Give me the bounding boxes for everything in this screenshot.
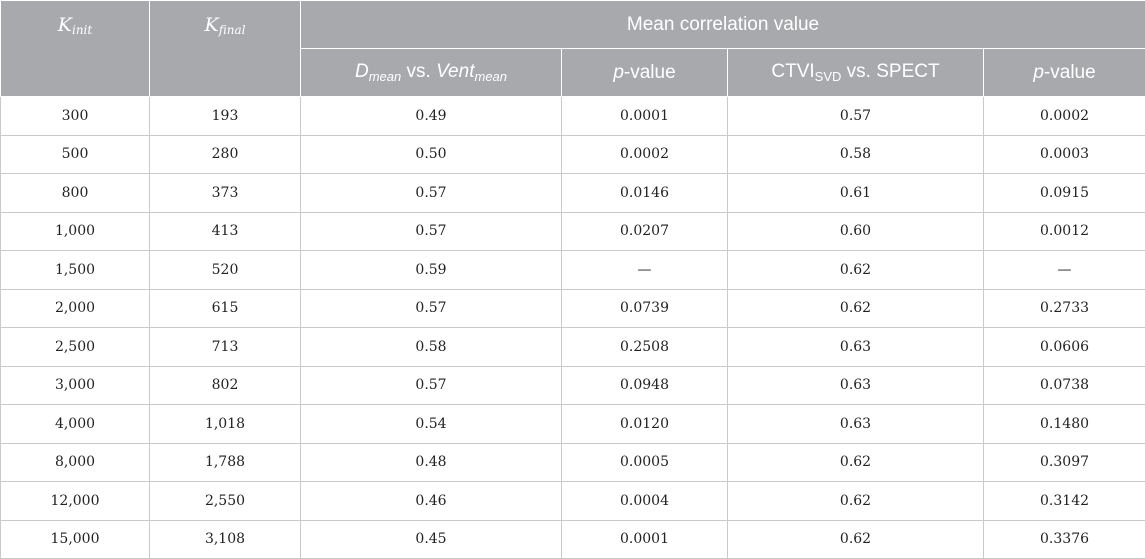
header-dmean-vs-ventmean: Dmean vs. Ventmean (301, 49, 562, 97)
cell-k-final: 413 (150, 212, 301, 251)
cell-ctvi-spect: 0.63 (728, 366, 984, 405)
cell-k-init: 1,500 (1, 251, 150, 290)
cell-dmean-vent: 0.45 (301, 520, 562, 559)
cell-ctvi-spect: 0.58 (728, 135, 984, 174)
table-header: Kinit Kfinal Mean correlation value Dmea… (1, 1, 1145, 97)
cell-ctvi-spect: 0.62 (728, 443, 984, 482)
header-p-value-1: p-value (562, 49, 728, 97)
cell-ctvi-spect: 0.63 (728, 405, 984, 444)
cell-k-final: 1,788 (150, 443, 301, 482)
cell-k-final: 280 (150, 135, 301, 174)
cell-dmean-vent: 0.50 (301, 135, 562, 174)
cell-k-init: 15,000 (1, 520, 150, 559)
cell-ctvi-spect: 0.60 (728, 212, 984, 251)
cell-k-init: 2,500 (1, 328, 150, 367)
cell-p-value-2: — (984, 251, 1145, 290)
cell-k-final: 193 (150, 97, 301, 136)
header-ctvi-vs-spect: CTVISVD vs. SPECT (728, 49, 984, 97)
cell-k-init: 4,000 (1, 405, 150, 444)
cell-p-value-2: 0.0738 (984, 366, 1145, 405)
cell-p-value-2: 0.0003 (984, 135, 1145, 174)
cell-p-value-2: 0.0002 (984, 97, 1145, 136)
cell-p-value-2: 0.0012 (984, 212, 1145, 251)
cell-ctvi-spect: 0.62 (728, 289, 984, 328)
cell-k-init: 500 (1, 135, 150, 174)
cell-k-final: 520 (150, 251, 301, 290)
cell-dmean-vent: 0.58 (301, 328, 562, 367)
cell-k-init: 300 (1, 97, 150, 136)
cell-ctvi-spect: 0.62 (728, 251, 984, 290)
cell-p-value-1: 0.0002 (562, 135, 728, 174)
cell-ctvi-spect: 0.61 (728, 174, 984, 213)
cell-p-value-2: 0.3097 (984, 443, 1145, 482)
cell-p-value-2: 0.0606 (984, 328, 1145, 367)
cell-dmean-vent: 0.49 (301, 97, 562, 136)
cell-k-final: 3,108 (150, 520, 301, 559)
cell-p-value-2: 0.3142 (984, 482, 1145, 521)
cell-k-init: 800 (1, 174, 150, 213)
cell-dmean-vent: 0.59 (301, 251, 562, 290)
cell-ctvi-spect: 0.62 (728, 520, 984, 559)
cell-dmean-vent: 0.48 (301, 443, 562, 482)
cell-p-value-2: 0.3376 (984, 520, 1145, 559)
cell-k-init: 3,000 (1, 366, 150, 405)
cell-p-value-1: 0.0739 (562, 289, 728, 328)
cell-p-value-2: 0.1480 (984, 405, 1145, 444)
cell-p-value-1: 0.0120 (562, 405, 728, 444)
cell-p-value-2: 0.2733 (984, 289, 1145, 328)
cell-k-init: 12,000 (1, 482, 150, 521)
cell-k-final: 1,018 (150, 405, 301, 444)
cell-p-value-1: 0.0948 (562, 366, 728, 405)
cell-p-value-1: 0.2508 (562, 328, 728, 367)
cell-dmean-vent: 0.57 (301, 212, 562, 251)
cell-p-value-1: 0.0001 (562, 97, 728, 136)
header-row: Kinit Kfinal Mean correlation value (1, 1, 1145, 49)
cell-p-value-1: 0.0005 (562, 443, 728, 482)
cell-p-value-2: 0.0915 (984, 174, 1145, 213)
header-mean-correlation: Mean correlation value (301, 1, 1145, 49)
cell-k-final: 802 (150, 366, 301, 405)
cell-ctvi-spect: 0.62 (728, 482, 984, 521)
cell-ctvi-spect: 0.63 (728, 328, 984, 367)
cell-k-final: 373 (150, 174, 301, 213)
cell-k-init: 1,000 (1, 212, 150, 251)
cell-p-value-1: 0.0004 (562, 482, 728, 521)
cell-p-value-1: 0.0146 (562, 174, 728, 213)
cell-p-value-1: — (562, 251, 728, 290)
header-k-final: Kfinal (150, 1, 301, 97)
cell-k-init: 8,000 (1, 443, 150, 482)
header-p-value-2: p-value (984, 49, 1145, 97)
cell-ctvi-spect: 0.57 (728, 97, 984, 136)
cell-k-init: 2,000 (1, 289, 150, 328)
cell-dmean-vent: 0.57 (301, 174, 562, 213)
cell-dmean-vent: 0.57 (301, 366, 562, 405)
cell-dmean-vent: 0.57 (301, 289, 562, 328)
cell-dmean-vent: 0.46 (301, 482, 562, 521)
cell-p-value-1: 0.0207 (562, 212, 728, 251)
cell-k-final: 713 (150, 328, 301, 367)
cell-dmean-vent: 0.54 (301, 405, 562, 444)
cell-k-final: 2,550 (150, 482, 301, 521)
cell-k-final: 615 (150, 289, 301, 328)
header-k-init: Kinit (1, 1, 150, 97)
cell-p-value-1: 0.0001 (562, 520, 728, 559)
